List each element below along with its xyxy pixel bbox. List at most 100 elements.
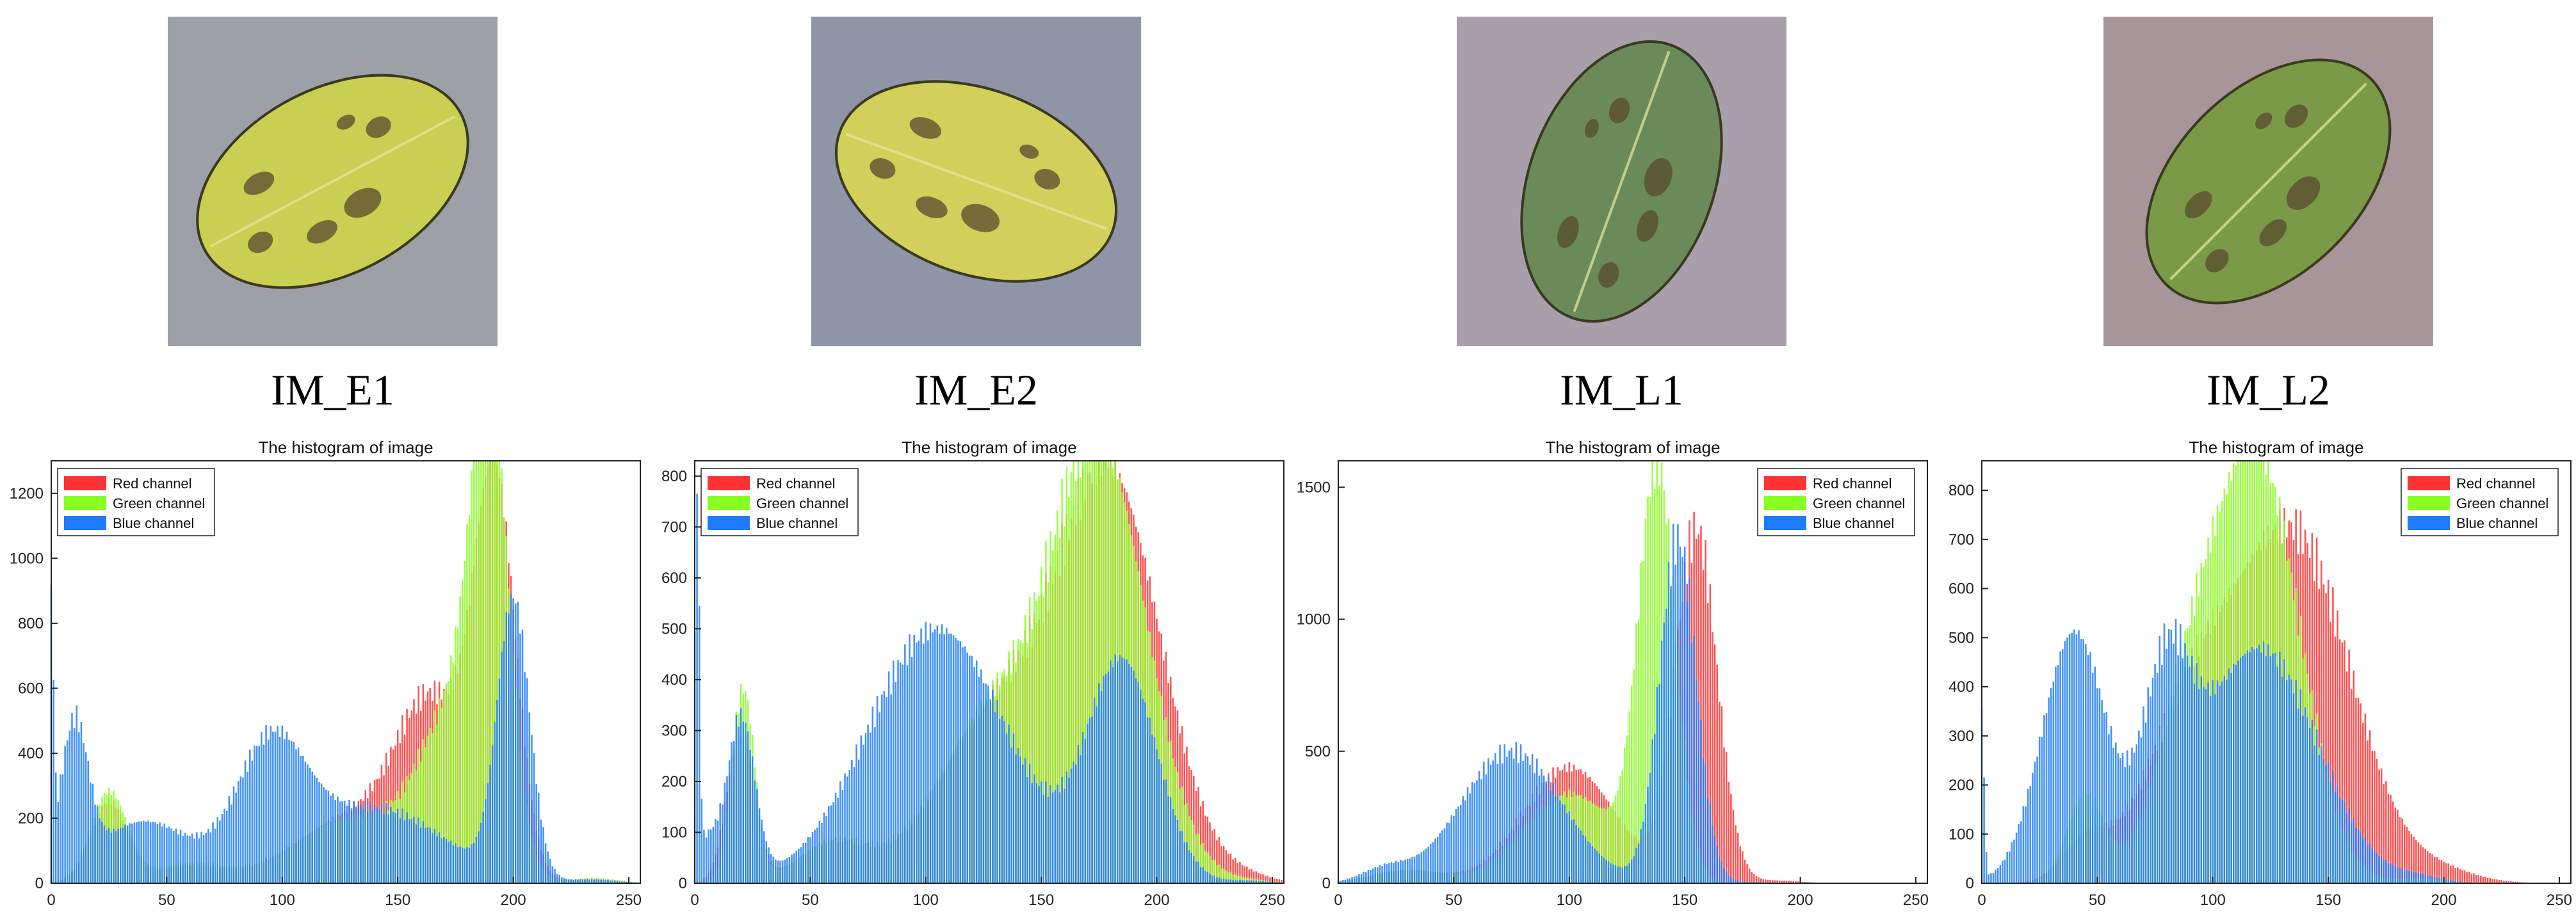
histogram-bar (1252, 871, 1255, 883)
histogram-bar (1674, 565, 1677, 883)
legend-entry: Red channel (113, 476, 192, 492)
histogram-bar (2133, 752, 2135, 883)
histogram-bar (1195, 861, 1197, 883)
histogram-bar (2350, 689, 2353, 883)
histogram-bar (1436, 837, 1439, 883)
leaf-icon (168, 17, 498, 346)
histogram-bar (758, 808, 761, 883)
histogram-bar (2408, 870, 2410, 883)
histogram-bar (2420, 844, 2422, 883)
histogram-bar (1213, 876, 1216, 883)
histogram-bar (1804, 881, 1806, 883)
histogram-bar (316, 778, 318, 883)
histogram-bar (1788, 881, 1790, 883)
histogram-bar (1063, 526, 1065, 883)
histogram-bar (1269, 877, 1271, 883)
histogram-bar (332, 793, 334, 883)
histogram-bar (445, 838, 448, 883)
histogram-bar (1123, 659, 1126, 883)
leaf-midrib (209, 115, 456, 248)
histogram-bar (2216, 680, 2219, 883)
histogram-bar (452, 662, 455, 883)
histogram-bar (1990, 873, 1992, 883)
histogram-bar (1251, 880, 1252, 883)
histogram-bar (1751, 872, 1753, 883)
y-tick-label: 400 (1948, 678, 1974, 696)
histogram-bar (1603, 858, 1605, 883)
histogram-bar (1508, 750, 1511, 883)
histogram-bar (1473, 783, 1476, 883)
histogram-bar (1061, 479, 1063, 883)
histogram-bar (1220, 869, 1222, 883)
histogram-bar (1209, 822, 1211, 883)
histogram-bar (1019, 756, 1021, 883)
histogram-bar (2353, 818, 2355, 883)
chart-title: The histogram of image (2189, 438, 2363, 457)
histogram-bar (1617, 790, 1619, 883)
histogram-bar (1665, 608, 1667, 883)
histogram-bar (2124, 767, 2126, 883)
histogram-bar (318, 782, 320, 883)
histogram-bar (1630, 860, 1633, 883)
histogram-bar (1190, 820, 1192, 883)
histogram-bar (1529, 765, 1531, 883)
histogram-bar (1264, 876, 1267, 883)
histogram-bar (54, 772, 57, 883)
histogram-bar (717, 821, 719, 883)
histogram-bar (1058, 792, 1061, 883)
histogram-bar (124, 825, 126, 883)
histogram-bar (1080, 477, 1081, 883)
histogram-bar (455, 843, 457, 883)
histogram-bar (934, 629, 936, 883)
histogram-bar (1186, 842, 1188, 883)
histogram-bar (2452, 865, 2454, 883)
histogram-bar (1269, 881, 1271, 883)
histogram-bar (330, 796, 332, 883)
histogram-bar (804, 842, 807, 883)
histogram-bar (87, 760, 89, 883)
histogram-bar (802, 843, 804, 883)
histogram-bar (1241, 880, 1243, 883)
histogram-bar (1737, 880, 1739, 883)
histogram-bar (2341, 800, 2344, 883)
chart-title: The histogram of image (258, 438, 433, 457)
histogram-bar (939, 634, 941, 883)
histogram-bar (1607, 861, 1610, 883)
histogram-bar (2180, 624, 2182, 883)
histogram-bar (2223, 676, 2226, 883)
histogram-bar (346, 805, 348, 883)
histogram-bar (788, 857, 791, 883)
histogram-bar (1601, 808, 1603, 883)
histogram-bar (1598, 853, 1600, 883)
histogram-bar (1635, 623, 1637, 883)
histogram-bar (2251, 647, 2253, 883)
histogram-bar (108, 828, 110, 883)
lesion-spot (1644, 158, 1673, 196)
histogram-bar (348, 799, 350, 883)
histogram-bar (2417, 873, 2420, 883)
histogram-bar (78, 732, 80, 883)
histogram-bar (612, 880, 613, 883)
histogram-bar (1614, 865, 1617, 883)
histogram-bar (1746, 881, 1748, 883)
histogram-bar (1778, 880, 1781, 883)
histogram-bar (487, 783, 489, 883)
histogram-bar (1202, 843, 1204, 883)
histogram-bar (212, 822, 214, 883)
histogram-bar (1181, 831, 1183, 883)
histogram-bar (466, 524, 468, 883)
histogram-bar (2334, 792, 2337, 883)
histogram-bar (1110, 660, 1112, 883)
histogram-bar (2200, 676, 2203, 883)
histogram-bar (2456, 867, 2459, 883)
histogram-bar (1644, 803, 1647, 883)
histogram-bar (2036, 757, 2038, 883)
histogram-bar (2103, 712, 2105, 883)
histogram-bar (1001, 716, 1003, 883)
histogram-bar (846, 776, 848, 883)
histogram-bar (1746, 863, 1748, 883)
histogram-chart: The histogram of image 0 50 100 150 200 250 0 50… (1287, 435, 1931, 921)
histogram-bar (2473, 873, 2475, 883)
histogram-bar (191, 833, 193, 883)
histogram-bar (304, 761, 307, 883)
